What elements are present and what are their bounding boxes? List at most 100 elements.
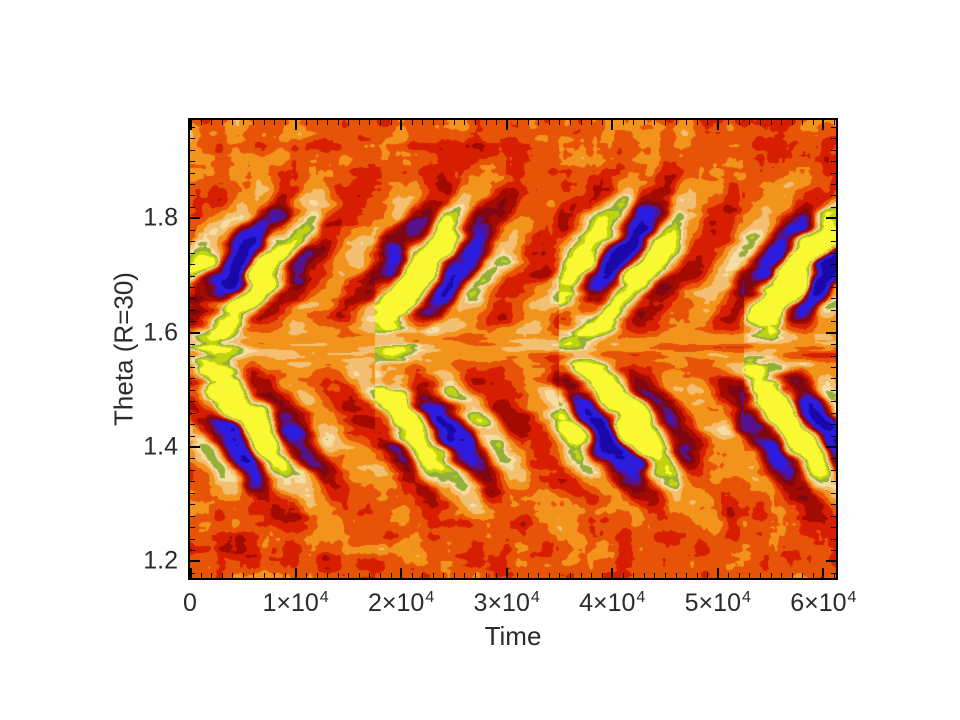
y-minor-tick	[190, 276, 195, 277]
x-minor-tick	[201, 573, 202, 578]
x-minor-tick	[559, 120, 560, 125]
x-major-tick	[506, 568, 508, 578]
y-minor-tick	[831, 253, 836, 254]
y-minor-tick	[831, 527, 836, 528]
x-major-tick	[400, 120, 402, 130]
y-major-tick	[190, 332, 200, 334]
y-minor-tick	[190, 401, 195, 402]
x-minor-tick	[760, 573, 761, 578]
x-minor-tick	[792, 573, 793, 578]
y-minor-tick	[190, 436, 195, 437]
x-minor-tick	[654, 573, 655, 578]
y-minor-tick	[831, 504, 836, 505]
x-minor-tick	[834, 120, 835, 125]
x-minor-tick	[211, 120, 212, 125]
x-minor-tick	[697, 120, 698, 125]
x-minor-tick	[285, 120, 286, 125]
y-minor-tick	[831, 539, 836, 540]
x-minor-tick	[707, 573, 708, 578]
x-minor-tick	[771, 573, 772, 578]
x-tick-label: 2×104	[368, 589, 435, 617]
x-minor-tick	[253, 120, 254, 125]
x-minor-tick	[749, 120, 750, 125]
x-minor-tick	[422, 573, 423, 578]
y-minor-tick	[190, 470, 195, 471]
x-minor-tick	[654, 120, 655, 125]
x-minor-tick	[591, 120, 592, 125]
y-axis-title: Theta (R=30)	[108, 272, 139, 426]
x-minor-tick	[760, 120, 761, 125]
y-major-tick	[826, 217, 836, 219]
x-tick-label: 0	[183, 589, 197, 617]
y-minor-tick	[831, 470, 836, 471]
x-tick-label: 1×104	[262, 589, 329, 617]
x-minor-tick	[739, 573, 740, 578]
x-minor-tick	[697, 573, 698, 578]
x-minor-tick	[517, 120, 518, 125]
y-minor-tick	[190, 150, 195, 151]
y-minor-tick	[190, 161, 195, 162]
x-minor-tick	[792, 120, 793, 125]
x-minor-tick	[623, 120, 624, 125]
x-minor-tick	[496, 120, 497, 125]
y-minor-tick	[831, 573, 836, 574]
x-minor-tick	[422, 120, 423, 125]
x-minor-tick	[380, 573, 381, 578]
x-minor-tick	[496, 573, 497, 578]
y-minor-tick	[831, 138, 836, 139]
y-major-tick	[826, 446, 836, 448]
y-minor-tick	[190, 527, 195, 528]
x-minor-tick	[317, 120, 318, 125]
y-minor-tick	[831, 150, 836, 151]
x-minor-tick	[486, 120, 487, 125]
x-minor-tick	[707, 120, 708, 125]
y-minor-tick	[831, 344, 836, 345]
y-minor-tick	[831, 276, 836, 277]
x-axis-title: Time	[484, 621, 542, 651]
plot-area	[188, 118, 838, 580]
x-minor-tick	[443, 573, 444, 578]
y-minor-tick	[190, 516, 195, 517]
x-minor-tick	[433, 573, 434, 578]
x-minor-tick	[274, 120, 275, 125]
y-minor-tick	[190, 413, 195, 414]
y-minor-tick	[831, 195, 836, 196]
x-minor-tick	[369, 573, 370, 578]
x-major-tick	[822, 568, 824, 578]
x-minor-tick	[665, 573, 666, 578]
y-minor-tick	[190, 504, 195, 505]
y-minor-tick	[190, 424, 195, 425]
x-major-tick	[190, 120, 192, 130]
x-minor-tick	[211, 573, 212, 578]
x-tick-label: 3×104	[473, 589, 540, 617]
y-minor-tick	[831, 173, 836, 174]
x-minor-tick	[538, 573, 539, 578]
x-minor-tick	[433, 120, 434, 125]
x-minor-tick	[253, 573, 254, 578]
y-tick-label: 1.8	[143, 203, 178, 232]
y-minor-tick	[190, 287, 195, 288]
y-minor-tick	[831, 378, 836, 379]
x-minor-tick	[549, 120, 550, 125]
x-minor-tick	[676, 120, 677, 125]
x-minor-tick	[285, 573, 286, 578]
x-minor-tick	[306, 573, 307, 578]
y-minor-tick	[831, 310, 836, 311]
x-minor-tick	[813, 120, 814, 125]
y-tick-label: 1.4	[143, 432, 178, 461]
x-minor-tick	[317, 573, 318, 578]
x-minor-tick	[633, 573, 634, 578]
x-minor-tick	[528, 120, 529, 125]
x-minor-tick	[591, 573, 592, 578]
x-minor-tick	[454, 120, 455, 125]
y-minor-tick	[190, 493, 195, 494]
x-major-tick	[611, 120, 613, 130]
x-minor-tick	[464, 573, 465, 578]
y-minor-tick	[831, 401, 836, 402]
y-minor-tick	[831, 516, 836, 517]
y-minor-tick	[190, 195, 195, 196]
x-minor-tick	[359, 120, 360, 125]
y-minor-tick	[831, 264, 836, 265]
y-minor-tick	[831, 458, 836, 459]
